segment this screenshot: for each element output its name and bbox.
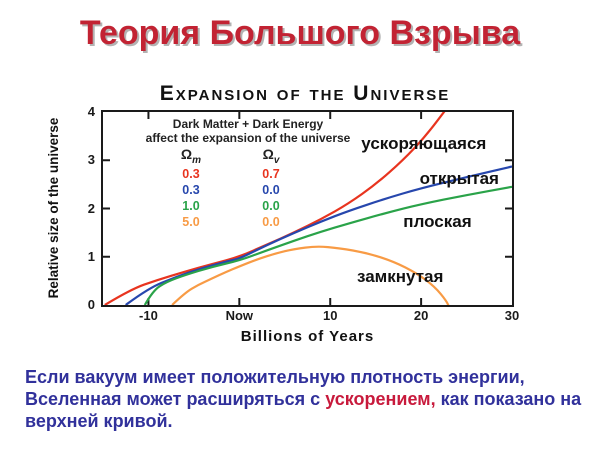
body-line2-after: как показано на — [435, 389, 582, 409]
y-tick-3: 3 — [87, 152, 95, 168]
x-tick--10: -10 — [139, 308, 158, 323]
y-tick-0: 0 — [87, 297, 95, 312]
curve-label-open: открытая — [419, 169, 499, 189]
chart-canvas — [103, 112, 512, 305]
legend-heading-line2: affect the expansion of the universe — [145, 131, 351, 145]
x-axis-title: Billions of Years — [240, 328, 375, 345]
body-line2-before: Вселенная может расширяться с — [25, 389, 326, 409]
body-paragraph: Если вакуум имеет положительную плотност… — [25, 366, 590, 432]
curve-open — [125, 165, 512, 305]
legend-value-accelerating-omega-m: 0.3 — [182, 166, 200, 181]
body-line3: верхней кривой. — [25, 411, 173, 431]
body-line1: Если вакуум имеет положительную плотност… — [25, 367, 525, 387]
x-tick-now: Now — [225, 308, 254, 323]
curve-label-closed: замкнутая — [357, 267, 444, 286]
y-tick-1: 1 — [87, 248, 95, 264]
x-tick-10: 10 — [322, 308, 338, 323]
legend-col-header-m: Ωm — [180, 146, 202, 166]
legend-heading-line1: Dark Matter + Dark Energy — [172, 117, 324, 131]
legend: Dark Matter + Dark Energy affect the exp… — [123, 117, 373, 230]
y-axis-tick-labels: 0 1 2 3 4 — [63, 104, 95, 312]
accent-word: ускорением, — [325, 389, 436, 409]
x-tick-30: 30 — [504, 308, 520, 323]
chart-title: Expansion of the Universe — [159, 82, 451, 105]
legend-value-closed-omega-v: 0.0 — [262, 214, 280, 229]
y-tick-2: 2 — [87, 200, 95, 216]
curve-closed — [171, 245, 450, 305]
y-tick-4: 4 — [87, 104, 95, 119]
plot-area: Dark Matter + Dark Energy affect the exp… — [101, 110, 514, 307]
x-axis-tick-labels: -10 Now 10 20 30 — [103, 308, 519, 324]
legend-value-flat-omega-m: 1.0 — [182, 198, 200, 213]
legend-col-header-v: Ωv — [262, 146, 280, 166]
legend-value-accelerating-omega-v: 0.7 — [262, 166, 280, 181]
y-axis-title: Relative size of the universe — [46, 117, 61, 299]
x-tick-20: 20 — [413, 308, 429, 323]
legend-value-open-omega-m: 0.3 — [182, 182, 200, 197]
legend-value-flat-omega-v: 0.0 — [262, 198, 280, 213]
legend-value-closed-omega-m: 5.0 — [182, 214, 200, 229]
legend-table: Ωm Ωv 0.3 0.7 0.3 0.0 1.0 0.0 5.0 0.0 — [151, 145, 373, 230]
curve-label-flat: плоская — [403, 212, 472, 231]
legend-value-open-omega-v: 0.0 — [262, 182, 280, 197]
curve-label-accelerating: ускоряющаяся — [361, 133, 487, 153]
curve-flat — [143, 185, 512, 305]
slide-title: Теория Большого Взрыва — [79, 14, 521, 52]
